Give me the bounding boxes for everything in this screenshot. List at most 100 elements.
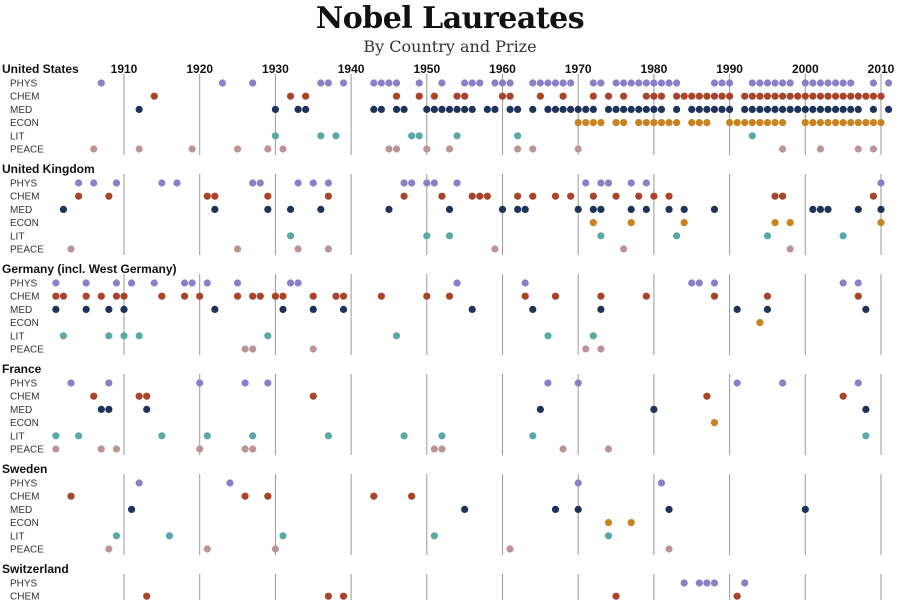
laureate-dot-chem: [710, 92, 719, 100]
laureate-dot-med: [120, 305, 128, 313]
laureate-dot-med: [604, 105, 613, 113]
laureate-dot-peace: [816, 145, 825, 153]
category-label-lit: LIT: [10, 231, 24, 242]
laureate-dot-phys: [529, 79, 537, 87]
category-label-chem: CHEM: [10, 192, 39, 203]
laureate-dot-econ: [604, 519, 613, 527]
laureate-dot-med: [567, 105, 575, 113]
laureate-dot-phys: [415, 79, 423, 87]
laureate-dot-lit: [249, 432, 257, 440]
laureate-dot-lit: [165, 532, 174, 540]
laureate-dot-med: [559, 105, 567, 113]
laureate-dot-chem: [97, 292, 105, 300]
laureate-dot-phys: [233, 279, 242, 287]
laureate-dot-econ: [589, 119, 597, 127]
laureate-dot-phys: [423, 179, 431, 187]
laureate-dot-chem: [211, 192, 219, 200]
category-label-med: MED: [10, 505, 32, 516]
laureate-dot-phys: [249, 179, 257, 187]
laureate-dot-chem: [82, 292, 90, 300]
category-label-chem: CHEM: [10, 392, 39, 403]
laureate-dot-chem: [506, 92, 514, 100]
laureate-dot-med: [718, 105, 726, 113]
laureate-dot-med: [385, 205, 393, 213]
laureate-dot-peace: [233, 145, 242, 153]
laureate-dot-med: [211, 205, 219, 213]
x-tick-label: 1980: [641, 62, 668, 76]
laureate-dot-chem: [869, 92, 878, 100]
laureate-dot-phys: [52, 279, 60, 287]
laureate-dot-chem: [847, 92, 855, 100]
laureate-dot-phys: [135, 479, 143, 487]
laureate-dot-med: [688, 105, 696, 113]
laureate-dot-peace: [597, 345, 605, 353]
laureate-dot-chem: [612, 192, 620, 200]
laureate-dot-chem: [423, 292, 431, 300]
laureate-dot-med: [589, 105, 597, 113]
country-label: Germany (incl. West Germany): [2, 262, 177, 276]
laureate-dot-chem: [680, 92, 688, 100]
laureate-dot-chem: [650, 192, 658, 200]
laureate-dot-lit: [453, 132, 461, 140]
laureate-dot-lit: [597, 232, 605, 240]
laureate-dot-econ: [703, 119, 711, 127]
laureate-dot-phys: [778, 379, 787, 387]
laureate-dot-phys: [453, 279, 461, 287]
laureate-dot-chem: [264, 192, 272, 200]
laureate-dot-chem: [688, 92, 696, 100]
laureate-dot-med: [82, 305, 90, 313]
laureate-dot-chem: [816, 92, 825, 100]
laureate-dot-chem: [589, 92, 597, 100]
laureate-dot-phys: [400, 179, 408, 187]
laureate-dot-econ: [733, 119, 741, 127]
laureate-dot-chem: [158, 292, 166, 300]
laureate-dot-phys: [824, 79, 832, 87]
laureate-dot-phys: [536, 79, 544, 87]
laureate-dot-phys: [582, 179, 590, 187]
laureate-dot-chem: [324, 192, 332, 200]
laureate-dot-phys: [218, 79, 227, 87]
laureate-dot-chem: [597, 292, 605, 300]
chart-subtitle: By Country and Prize: [363, 37, 536, 56]
category-label-lit: LIT: [10, 531, 24, 542]
laureate-dot-chem: [112, 292, 121, 300]
laureate-dot-phys: [597, 179, 605, 187]
laureate-dot-chem: [468, 192, 476, 200]
laureate-dot-phys: [339, 79, 348, 87]
laureate-dot-chem: [854, 92, 862, 100]
category-label-lit: LIT: [10, 431, 24, 442]
laureate-dot-phys: [506, 79, 514, 87]
laureate-dot-chem: [415, 92, 423, 100]
laureate-dot-phys: [574, 379, 582, 387]
laureate-dot-phys: [710, 79, 719, 87]
laureate-dot-med: [529, 305, 537, 313]
laureate-dot-med: [862, 305, 870, 313]
laureate-dot-econ: [816, 119, 825, 127]
laureate-dot-phys: [127, 279, 136, 287]
laureate-dot-chem: [551, 292, 560, 300]
laureate-dot-lit: [392, 332, 401, 340]
laureate-dot-chem: [529, 192, 537, 200]
laureate-dot-peace: [491, 245, 499, 253]
laureate-dot-med: [597, 305, 605, 313]
laureate-dot-phys: [597, 79, 605, 87]
laureate-dot-lit: [430, 532, 438, 540]
laureate-dot-econ: [673, 119, 681, 127]
laureate-dot-phys: [544, 79, 552, 87]
laureate-dot-phys: [695, 579, 703, 587]
laureate-dot-med: [279, 305, 287, 313]
laureate-dot-chem: [756, 92, 764, 100]
laureate-dot-med: [794, 105, 802, 113]
laureate-dot-chem: [703, 92, 711, 100]
laureate-dot-peace: [294, 245, 302, 253]
laureate-dot-peace: [786, 245, 794, 253]
laureate-dot-chem: [430, 92, 438, 100]
laureate-dot-phys: [726, 79, 734, 87]
laureate-dot-phys: [385, 79, 393, 87]
category-label-med: MED: [10, 105, 32, 116]
laureate-dot-med: [59, 205, 68, 213]
laureate-dot-phys: [67, 379, 75, 387]
category-label-peace: PEACE: [10, 445, 44, 456]
laureate-dot-phys: [847, 79, 855, 87]
laureate-dot-phys: [627, 179, 635, 187]
